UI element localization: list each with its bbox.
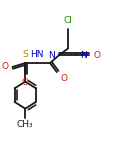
Text: CH₃: CH₃ [17,120,33,129]
Text: N: N [80,51,86,60]
Text: O: O [60,74,67,83]
Text: S: S [22,50,28,59]
Text: O: O [93,51,99,60]
Text: N: N [47,51,54,60]
Text: O: O [2,62,9,71]
Text: Cl: Cl [63,16,72,25]
Text: HN: HN [30,50,43,59]
Text: O: O [22,78,29,87]
